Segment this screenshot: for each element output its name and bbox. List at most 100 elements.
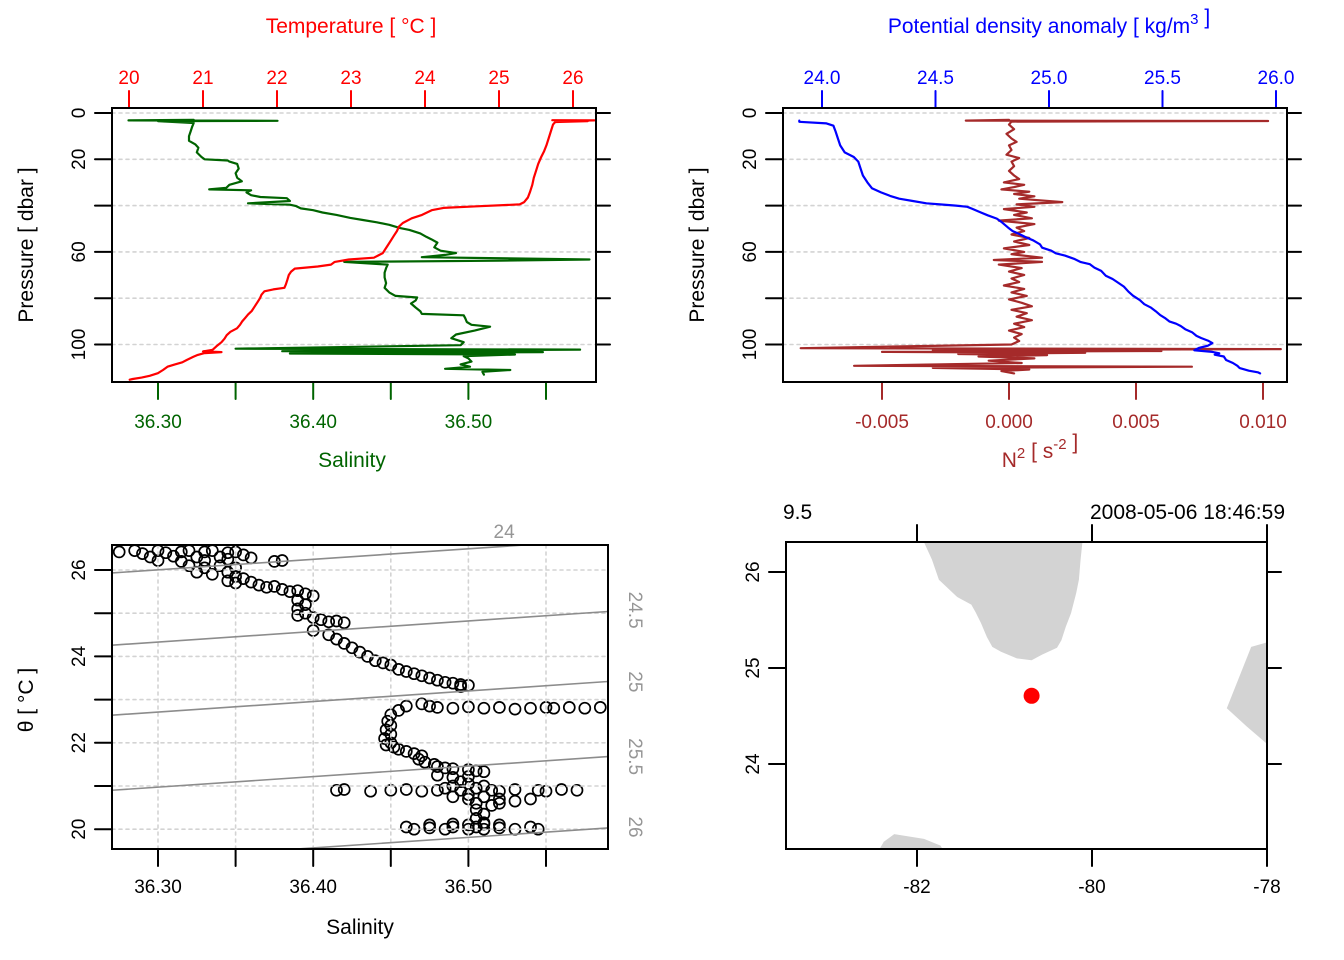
ts-scatter-point: [337, 783, 351, 796]
tick-label: 24: [69, 645, 90, 667]
land-polygon: [879, 834, 943, 849]
ts-scatter-point: [268, 580, 281, 593]
tick-label: 25: [488, 68, 509, 89]
temperature-curve: [128, 119, 596, 381]
isopycnal-label: 25: [624, 671, 645, 692]
ts-scatter-point: [431, 673, 444, 687]
ts-scatter-point: [136, 547, 149, 560]
ts-scatter-point: [531, 783, 545, 797]
title-text: ]: [1067, 431, 1079, 454]
ts-scatter-point: [221, 574, 235, 588]
ts-scatter-point: [330, 614, 343, 628]
ts-scatter-point: [376, 656, 390, 670]
isopycnal-line: [112, 545, 536, 574]
tick-label: 36.40: [289, 412, 337, 433]
ts-scatter-point: [112, 545, 126, 559]
ts-scatter-point: [291, 584, 305, 598]
ts-scatter-point: [399, 820, 413, 834]
ts-scatter-point: [524, 820, 537, 834]
ts-scatter-point: [469, 781, 483, 795]
ts-scatter-point: [431, 783, 444, 797]
ts-scatter-point: [562, 701, 576, 714]
ts-scatter-point: [260, 580, 273, 594]
ts-scatter-point: [570, 783, 584, 797]
ts-scatter-point: [446, 790, 460, 804]
ts-scatter-point: [423, 818, 436, 832]
tick-label: -80: [1078, 877, 1105, 898]
ts-scatter-point: [578, 701, 592, 715]
ts-scatter-point: [446, 676, 460, 690]
ts-scatter-point: [392, 742, 405, 756]
tick-label: 100: [69, 329, 90, 361]
ts-scatter-point: [415, 669, 429, 683]
ts-scatter-point: [415, 784, 429, 798]
ts-scatter-point: [446, 762, 460, 776]
plot-box: [111, 544, 609, 850]
ts-scatter-point: [379, 738, 393, 752]
isopycnal-label: 24: [494, 522, 516, 543]
plot-box: [111, 107, 597, 383]
tick-label: 20: [69, 149, 90, 170]
title-text: [ s: [1025, 440, 1053, 463]
pressure-axis-title-right-panel: Pressure [ dbar ]: [686, 167, 709, 322]
land-polygon: [1226, 642, 1267, 744]
ts-scatter-point: [493, 701, 506, 714]
ts-scatter-point: [485, 799, 499, 812]
ts-scatter-point: [555, 783, 568, 796]
tick-label: 25.5: [1144, 68, 1181, 89]
tick-label: 25: [743, 657, 764, 678]
tick-label: 0.010: [1239, 412, 1287, 433]
ts-scatter-point: [446, 701, 460, 715]
density-axis-title: Potential density anomaly [ kg/m3 ]: [888, 6, 1210, 38]
ts-scatter-point: [493, 796, 506, 810]
tick-label: 25.0: [1031, 68, 1068, 89]
ts-scatter-point: [438, 675, 452, 689]
ts-scatter-point: [524, 792, 537, 806]
tick-label: 22: [266, 68, 287, 89]
land-polygon: [924, 542, 1083, 661]
isopycnal-line: [285, 827, 608, 849]
tick-label: 36.40: [289, 877, 337, 898]
tick-label: 60: [69, 241, 90, 262]
isopycnal-label: 26: [624, 816, 645, 837]
ts-scatter-point: [291, 609, 305, 622]
theta-axis-title: θ [ °C ]: [15, 668, 38, 732]
ts-scatter-point: [314, 613, 328, 627]
tick-label: 60: [740, 241, 761, 262]
land-layer: [879, 542, 1267, 849]
ts-scatter-point: [469, 796, 483, 810]
ts-scatter-point: [407, 667, 421, 681]
ts-scatter-point: [322, 615, 336, 629]
isopycnal-label: 25.5: [624, 738, 645, 775]
title-superscript: 3: [1190, 11, 1198, 28]
tick-label: 20: [740, 149, 761, 170]
plot-box: [785, 541, 1268, 850]
ts-scatter-point: [438, 781, 452, 795]
ts-scatter-point: [485, 783, 499, 797]
ts-scatter-point: [364, 784, 377, 798]
ts-scatter-point: [477, 701, 491, 715]
tick-label: 26: [562, 68, 583, 89]
isopycnal-line: [112, 755, 608, 792]
ts-scatter-point: [368, 654, 382, 668]
ts-scatter-point: [415, 749, 429, 763]
ts-scatter-point: [283, 585, 297, 598]
tick-label: 24.0: [804, 68, 841, 89]
tick-label: 26.0: [1258, 68, 1295, 89]
tick-label: 23: [340, 68, 361, 89]
tick-label: 22: [69, 732, 90, 753]
tick-label: -0.005: [855, 412, 909, 433]
ts-salinity-axis-title: Salinity: [326, 916, 394, 939]
ts-scatter-point: [524, 701, 537, 715]
title-superscript: -2: [1053, 436, 1066, 453]
tick-label: 0: [69, 108, 90, 119]
ts-scatter-point: [418, 755, 432, 769]
plot-box: [782, 107, 1288, 383]
tick-label: 21: [192, 68, 213, 89]
ts-scatter-point: [508, 783, 522, 796]
ts-scatter-point: [493, 792, 506, 806]
tick-label: 36.50: [445, 412, 493, 433]
ts-scatter-point: [423, 699, 436, 713]
tick-label: 24: [414, 68, 436, 89]
temperature-axis-title: Temperature [ °C ]: [266, 15, 437, 38]
